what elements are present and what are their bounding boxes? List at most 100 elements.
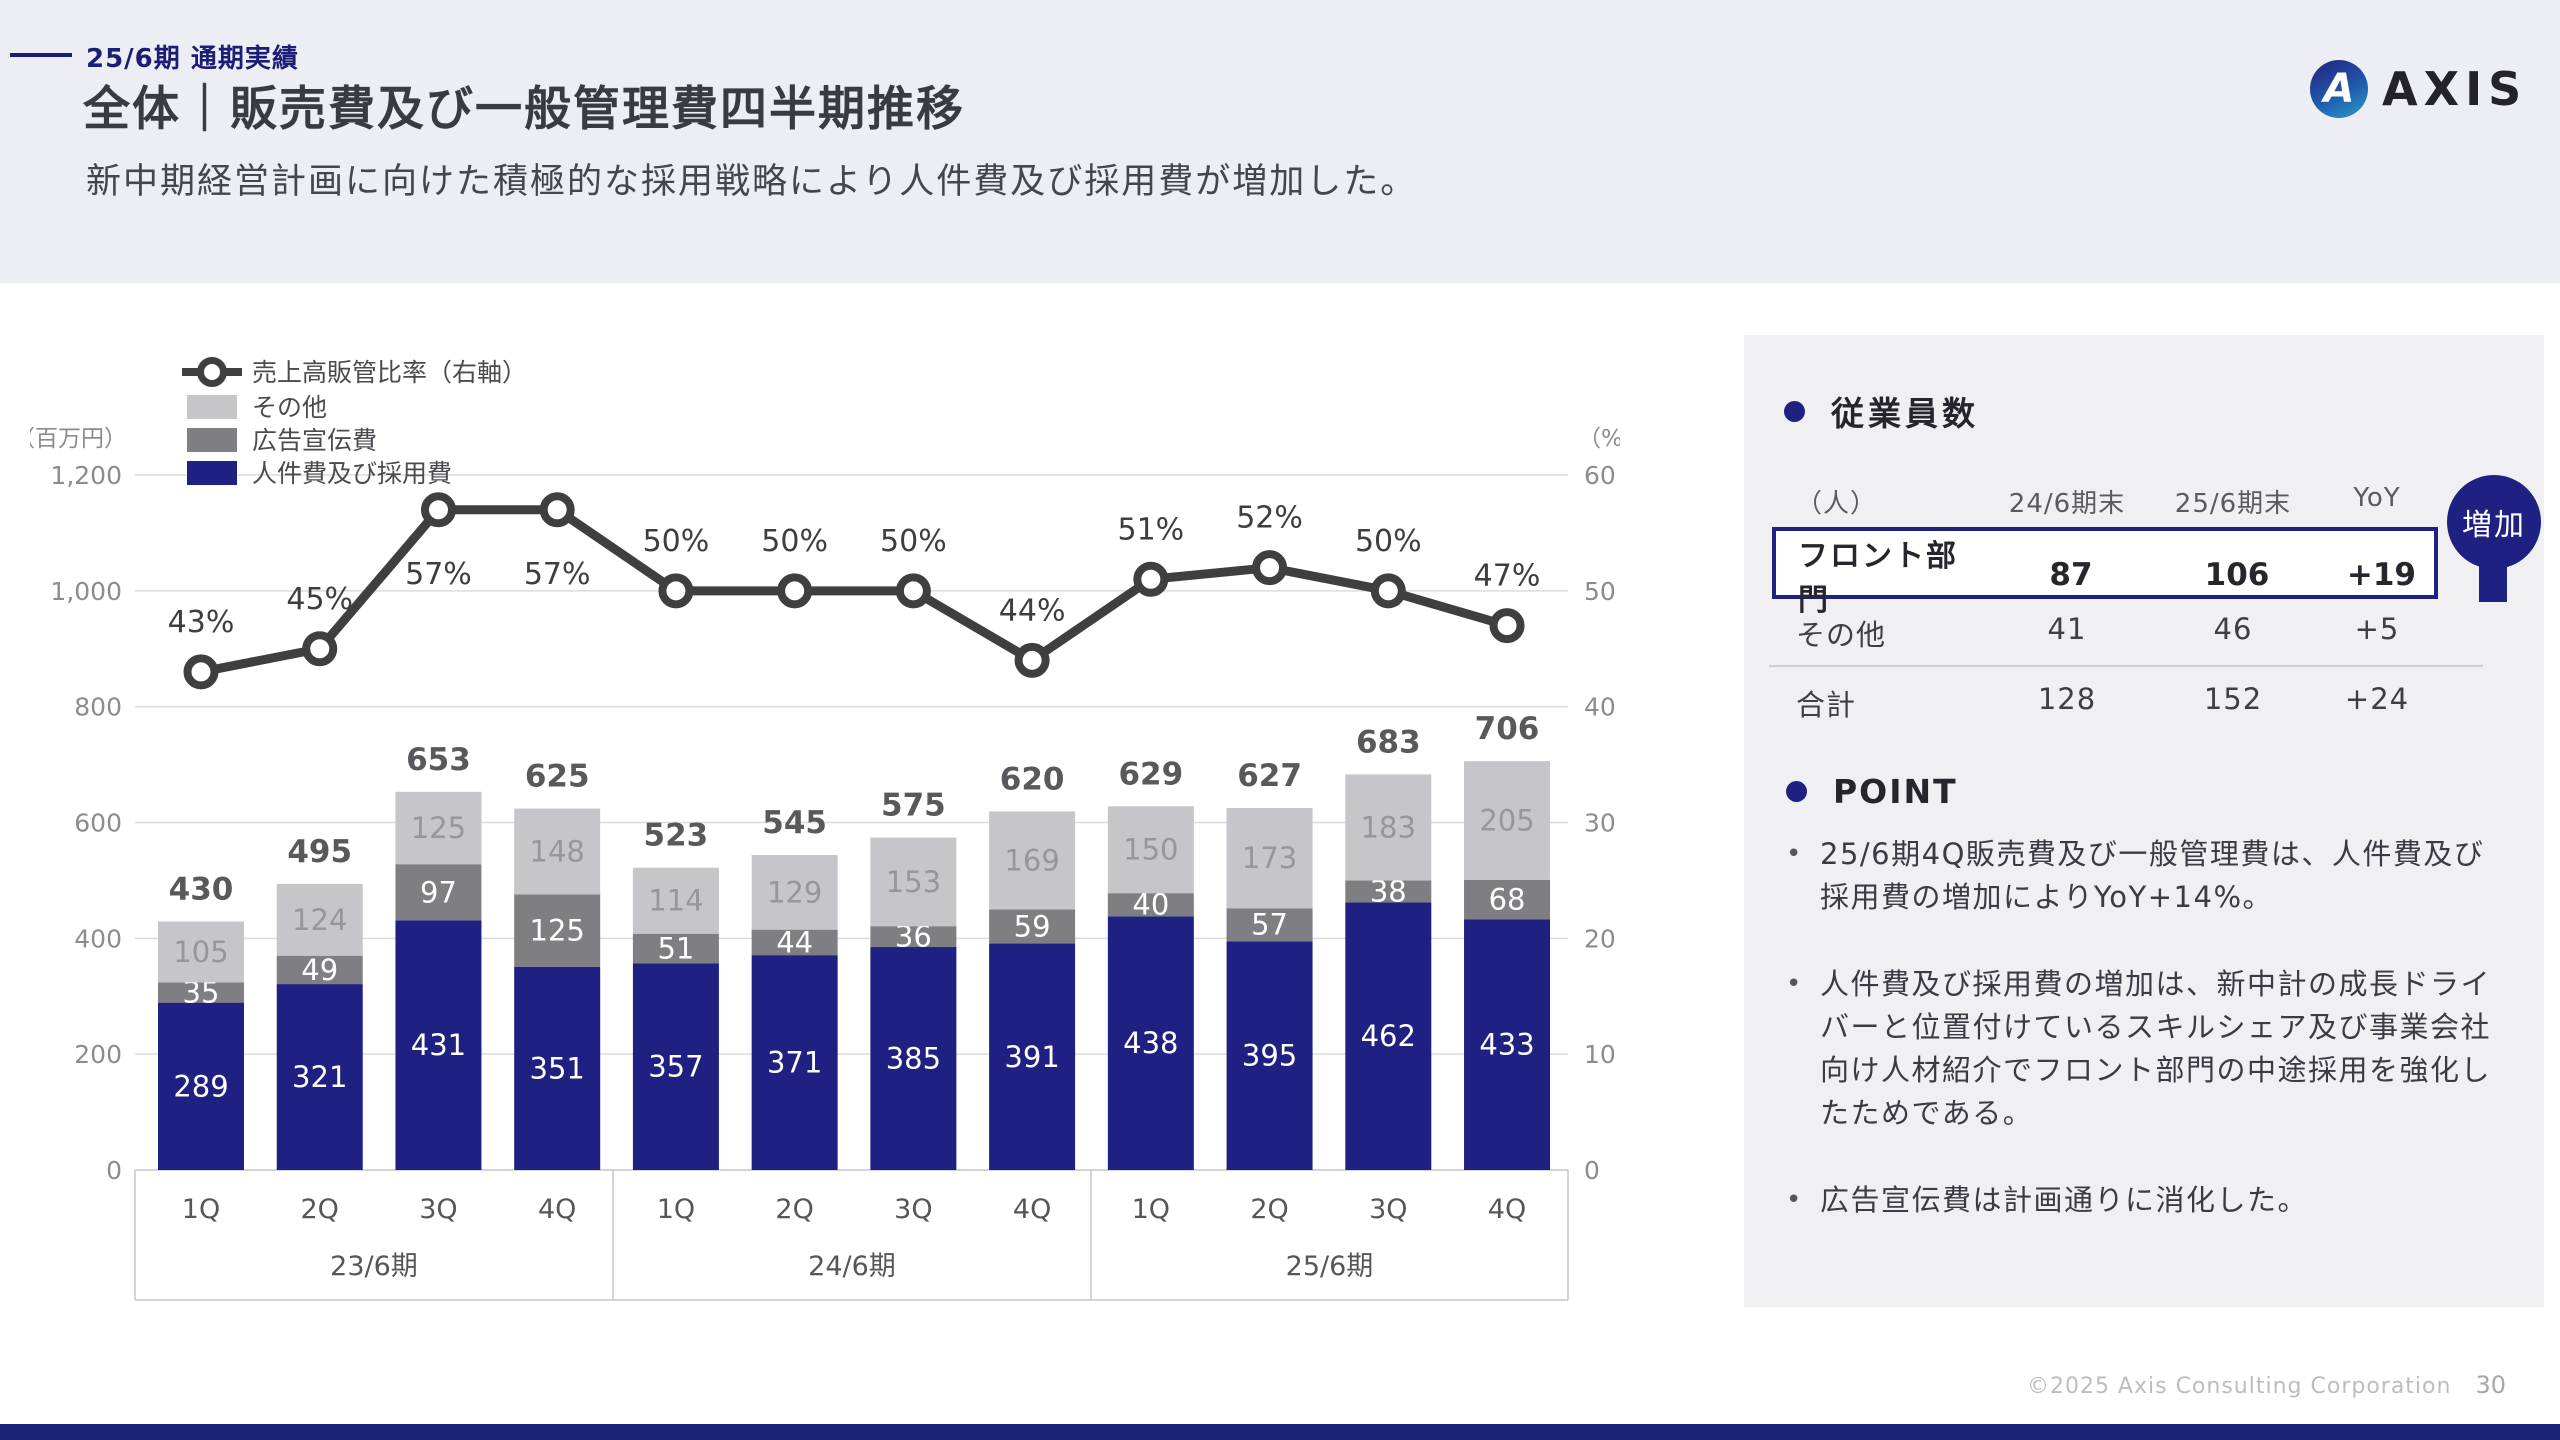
x-axis-quarter-label: 2Q [301, 1194, 339, 1225]
trend-point [1014, 642, 1050, 678]
row-value-fy24: 128 [2037, 682, 2097, 716]
bar-segment [158, 921, 244, 983]
bar-segment-value-label: 68 [1489, 883, 1526, 917]
point-item: • 25/6期4Q販売費及び一般管理費は、人件費及び採用費の増加によりYoY+1… [1786, 833, 2498, 919]
bar-segment-value-label: 125 [530, 914, 585, 948]
x-axis-quarter-label: 1Q [1132, 1194, 1170, 1225]
table-row-total: 合計 128 152 +24 [1796, 682, 2438, 724]
y2-axis-tick-label: 60 [1584, 461, 1616, 490]
bullet-icon: • [1786, 969, 1802, 999]
trend-point [1252, 550, 1288, 586]
y-axis-tick-label: 400 [74, 924, 122, 953]
row-label: その他 [1796, 618, 1887, 652]
row-value-fy25: 46 [2213, 612, 2253, 646]
company-logo: A AXIS [2310, 60, 2527, 118]
row-value-fy25: 152 [2203, 682, 2263, 716]
point-text: 25/6期4Q販売費及び一般管理費は、人件費及び採用費の増加によりYoY+14%… [1820, 837, 2485, 914]
bar-segment-value-label: 129 [767, 875, 822, 909]
bar-total-label: 545 [762, 805, 827, 841]
bar-segment [514, 808, 601, 895]
bar-segment-value-label: 97 [420, 875, 457, 909]
trend-point [1133, 561, 1169, 597]
bar-segment [1107, 916, 1194, 1170]
trend-value-label: 50% [761, 524, 828, 559]
bar-segment [1345, 774, 1432, 881]
bar-segment [395, 920, 482, 1170]
bar-total-label: 620 [1000, 761, 1065, 797]
bar-segment-value-label: 153 [886, 865, 941, 899]
x-axis-quarter-label: 2Q [775, 1194, 813, 1225]
bar-segment [1107, 893, 1194, 917]
row-value-fy24: 87 [2049, 557, 2093, 593]
trend-value-label: 51% [1117, 512, 1184, 547]
logo-circle-icon: A [2310, 60, 2368, 118]
bar-segment [632, 867, 719, 934]
y2-axis-tick-label: 40 [1584, 693, 1616, 722]
bar-segment [276, 955, 363, 985]
bar-segment-value-label: 114 [648, 884, 703, 918]
employees-heading: 従業員数 [1784, 387, 1979, 435]
trend-value-label: 50% [643, 524, 710, 559]
bar-segment [1464, 919, 1551, 1170]
point-item: • 広告宣伝費は計画通りに消化した。 [1786, 1179, 2498, 1222]
col-header-fy25: 25/6期末 [2174, 489, 2292, 519]
x-axis-group-label: 25/6期 [1286, 1251, 1374, 1282]
col-header-yoy: YoY [2353, 483, 2401, 513]
bar-segment [632, 933, 719, 964]
bar-segment [1226, 908, 1313, 942]
bar-segment [870, 926, 957, 948]
bullet-icon: • [1786, 839, 1802, 869]
bar-segment [276, 883, 363, 956]
bar-segment-value-label: 462 [1361, 1019, 1416, 1053]
bar-segment-value-label: 431 [411, 1028, 466, 1062]
trend-point [895, 573, 931, 609]
page-number: 30 [2475, 1371, 2506, 1399]
x-axis-quarter-label: 1Q [657, 1194, 695, 1225]
legend-swatch [187, 428, 237, 452]
y-axis-tick-label: 200 [74, 1040, 122, 1069]
table-row-others: その他 41 46 +5 [1796, 612, 2438, 654]
bar-segment-value-label: 321 [292, 1060, 347, 1094]
bar-segment [514, 894, 601, 967]
y-axis-tick-label: 0 [106, 1156, 122, 1185]
col-header-unit: （人） [1796, 489, 1878, 519]
trend-line [200, 505, 1509, 677]
bar-segment [1107, 806, 1194, 894]
employees-table-header: （人） 24/6期末 25/6期末 YoY [1796, 483, 2438, 520]
side-panel: 従業員数 （人） 24/6期末 25/6期末 YoY フロント部門 87 106… [1744, 335, 2544, 1307]
right-axis-unit-label: （%） [1578, 426, 1620, 452]
y2-axis-tick-label: 0 [1584, 1156, 1600, 1185]
row-value-yoy: +24 [2344, 682, 2410, 716]
row-label: 合計 [1796, 688, 1857, 722]
y-axis-tick-label: 800 [74, 693, 122, 722]
bar-total-label: 627 [1237, 758, 1302, 794]
y2-axis-tick-label: 20 [1584, 924, 1616, 953]
y-axis-tick-label: 1,200 [50, 461, 122, 490]
employees-heading-label: 従業員数 [1831, 394, 1979, 433]
bar-segment-value-label: 169 [1004, 843, 1059, 877]
trend-value-label: 43% [168, 605, 235, 640]
trend-value-label: 50% [880, 524, 947, 559]
bar-total-label: 706 [1475, 711, 1540, 747]
trend-value-label: 50% [1355, 524, 1422, 559]
bar-segment-value-label: 385 [886, 1042, 941, 1076]
bar-segment [1226, 941, 1313, 1170]
trend-point [302, 631, 338, 667]
bar-segment-value-label: 148 [530, 834, 585, 868]
y2-axis-tick-label: 30 [1584, 809, 1616, 838]
legend-line-marker [197, 357, 227, 387]
bar-segment [514, 966, 601, 1170]
bar-segment [395, 791, 482, 865]
row-value-yoy: +5 [2354, 612, 2400, 646]
bar-segment [632, 963, 719, 1170]
bar-segment [276, 984, 363, 1170]
x-axis-quarter-label: 3Q [894, 1194, 932, 1225]
bar-segment-value-label: 289 [173, 1069, 228, 1103]
trend-value-label: 44% [999, 593, 1066, 628]
x-axis-quarter-label: 4Q [1013, 1194, 1051, 1225]
bar-segment-value-label: 59 [1014, 909, 1051, 943]
table-row-front-division-highlighted: フロント部門 87 106 +19 [1772, 527, 2438, 618]
row-value-yoy: +19 [2346, 557, 2416, 593]
x-axis-group-label: 24/6期 [808, 1251, 896, 1282]
x-axis-quarter-label: 4Q [538, 1194, 576, 1225]
